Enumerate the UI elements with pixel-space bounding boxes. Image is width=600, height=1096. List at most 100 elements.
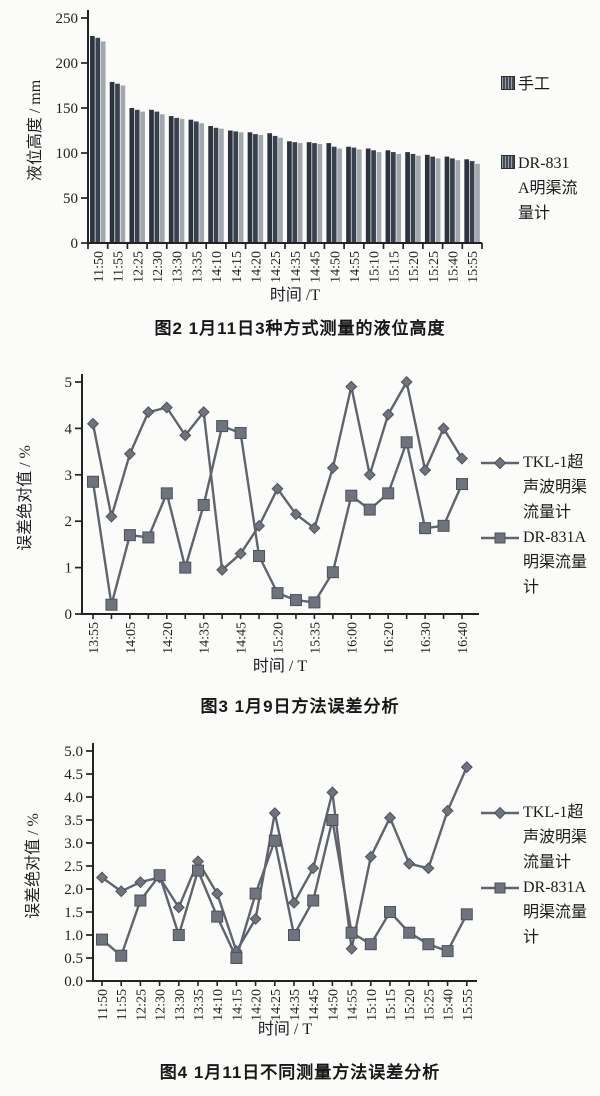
x-tick-label: 13:35: [190, 251, 205, 283]
y-tick-label: 250: [56, 11, 79, 27]
y-axis-title: 液位高度 / mm: [26, 79, 44, 181]
bar: [109, 81, 115, 244]
x-tick-label: 12:30: [151, 251, 166, 283]
y-tick-label: 5.0: [64, 744, 83, 760]
legend-label-dr831a: DR-831A明渠流量计: [523, 529, 588, 596]
bar: [238, 132, 244, 243]
bar: [385, 150, 391, 243]
data-point-square: [253, 550, 266, 562]
data-point-diamond: [95, 871, 109, 884]
data-point-square: [441, 945, 454, 958]
data-point-square: [249, 887, 262, 900]
x-tick-label: 16:40: [456, 622, 471, 654]
bar: [188, 119, 194, 243]
x-tick-label: 16:30: [419, 622, 434, 654]
fig3-line-chart: 0 1 2 3 4 5 误差绝对值 / % 13:55 14:05 14:20 14:35 14:45…: [16, 374, 479, 675]
x-tick-label: 14:20: [161, 622, 176, 654]
x-tick-label: 14:55: [348, 251, 363, 283]
bar: [100, 41, 106, 244]
data-point-diamond: [172, 901, 185, 914]
data-point-square: [382, 487, 395, 500]
data-point-square: [268, 834, 281, 847]
x-tick-label: 14:25: [269, 989, 284, 1021]
bar: [331, 146, 337, 243]
bar: [444, 156, 450, 243]
data-point-square: [364, 938, 377, 951]
x-tick-label: 14:45: [235, 622, 250, 654]
legend-swatch-manual-icon: [501, 76, 515, 90]
data-point-diamond: [268, 807, 281, 820]
data-point-diamond: [326, 786, 339, 799]
x-axis-title: 时间 /T: [270, 286, 320, 304]
data-point-square: [400, 436, 413, 449]
data-point-square: [384, 906, 396, 918]
y-tick-label: 100: [56, 146, 79, 162]
data-point-diamond: [455, 452, 469, 465]
x-tick-label: 15:55: [461, 989, 476, 1021]
data-point-diamond: [364, 850, 377, 863]
bar: [120, 85, 126, 243]
bar: [193, 121, 199, 243]
bar: [174, 117, 179, 243]
data-point-square: [456, 478, 468, 491]
legend-label-tkl1: TKL-1超声波明渠流量计: [523, 454, 588, 521]
data-point-square: [289, 594, 302, 607]
data-point-square: [105, 598, 118, 611]
y-tick-label: 1: [65, 561, 73, 577]
bar: [129, 108, 135, 243]
data-point-square: [123, 529, 136, 542]
x-tick-label: 15:10: [368, 251, 383, 283]
fig4-line-chart: 0.0 0.5 1.0 1.5 2.0 2.5 3.0 3.5 4.0 4.5 5.0 误差绝对值 /…: [24, 743, 477, 1038]
bar: [337, 148, 342, 243]
x-tick-label: 15:20: [272, 622, 287, 654]
x-tick-label: 11:50: [92, 251, 107, 282]
x-tick-label: 14:10: [210, 251, 225, 283]
x-tick-label: 14:35: [198, 622, 213, 654]
bar: [317, 144, 323, 243]
data-point-diamond: [460, 761, 473, 774]
x-tick-label: 12:25: [131, 251, 146, 283]
bar: [140, 111, 145, 243]
x-axis-title: 时间 / T: [253, 657, 307, 675]
legend-item-tkl1: TKL-1超声波明渠流量计: [481, 800, 587, 875]
data-point-diamond: [308, 522, 321, 535]
data-point-square: [197, 498, 210, 511]
bar: [272, 135, 278, 243]
data-point-diamond: [216, 563, 229, 576]
data-point-square: [326, 814, 339, 826]
bar: [416, 155, 421, 243]
data-point-square: [153, 869, 166, 882]
bar: [233, 131, 239, 243]
x-tick-label: 11:55: [112, 251, 127, 282]
x-tick-label: 14:50: [326, 989, 341, 1021]
x-tick-label: 11:55: [115, 989, 130, 1020]
bar: [258, 135, 264, 243]
data-point-square: [363, 503, 376, 516]
data-point-diamond: [86, 417, 100, 430]
data-point-diamond: [400, 375, 413, 389]
bar: [351, 147, 357, 243]
bar: [469, 161, 475, 243]
data-point-diamond: [345, 942, 358, 955]
bar: [95, 37, 101, 243]
bar: [312, 143, 317, 243]
bar: [253, 134, 258, 243]
data-point-square: [192, 864, 204, 877]
bar: [450, 158, 455, 243]
data-point-diamond: [403, 857, 416, 870]
data-point-diamond: [383, 811, 397, 824]
x-tick-label: 11:50: [96, 989, 111, 1020]
data-point-square: [87, 475, 99, 488]
bar: [168, 116, 174, 243]
bar: [267, 133, 273, 243]
data-point-diamond: [345, 380, 358, 393]
data-point-diamond: [422, 862, 435, 875]
y-tick-label: 2.5: [64, 859, 83, 875]
bar: [306, 142, 312, 243]
legend-item-dr831a: DR-831A明渠流量计: [481, 525, 587, 600]
data-point-square: [230, 952, 243, 964]
data-point-diamond: [271, 482, 284, 495]
bar: [396, 153, 402, 243]
y-tick-label: 0.0: [64, 974, 83, 990]
